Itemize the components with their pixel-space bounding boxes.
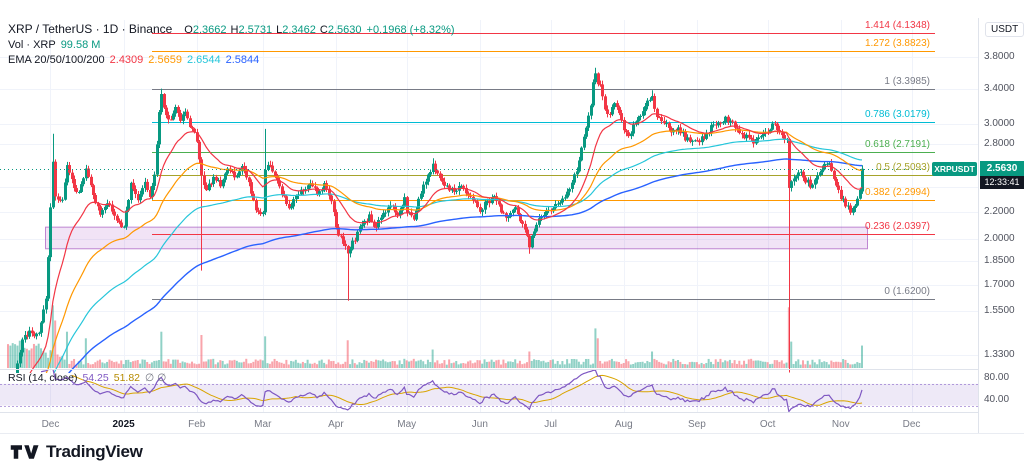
ohlc-value: 2.5731 [238,24,273,36]
volume-value: 99.58 M [60,39,101,51]
chart-bottom-divider [0,433,1024,434]
volume-indicator-label[interactable]: Vol · XRP [8,39,56,51]
fib-level-label[interactable]: 0.236 (2.0397) [864,220,930,232]
ohlc-letter: O [184,24,193,36]
rsi-indicator-label[interactable]: RSI (14, close) [8,372,78,384]
fib-level-label[interactable]: 1.414 (4.1348) [864,20,930,32]
price-axis[interactable]: USDT 3.80003.40003.00002.80002.40002.200… [978,18,1024,434]
fib-level-label[interactable]: 1.272 (3.8823) [864,37,930,49]
last-price-badge: 2.5630 [980,160,1024,176]
ohlc-value: 2.5630 [327,24,362,36]
ema-value: 2.5844 [225,54,260,66]
tradingview-logo-icon[interactable] [10,442,40,462]
price-tick: 3.0000 [984,118,1015,130]
price-tick: 2.8000 [984,137,1015,149]
rsi-empty-markers: ∅ ∅ [145,372,167,384]
ohlc-values: O2.3662 H2.5731 L2.3462 C2.5630 [180,20,361,37]
fib-level-label[interactable]: 0 (1.6200) [884,285,930,297]
ohlc-letter: C [319,24,328,36]
ema-indicator-label[interactable]: EMA 20/50/100/200 [8,54,105,66]
price-chart-canvas[interactable] [0,0,978,434]
fib-level-label[interactable]: 0.786 (3.0179) [864,109,930,121]
fib-level-label[interactable]: 0.5 (2.5093) [876,161,930,173]
fib-level-label[interactable]: 0.382 (2.2994) [864,186,930,198]
fib-level-label[interactable]: 0.618 (2.7191) [864,139,930,150]
chart-legend: XRP / TetherUS · 1D · Binance O2.3662 H2.5… [8,21,455,66]
price-tick: 1.7000 [984,279,1015,291]
bar-countdown-badge: 12:33:41 [980,175,1024,189]
price-tick: 1.5500 [984,305,1015,317]
price-tick: 1.3300 [984,348,1015,360]
rsi-value: 54.25 [82,372,109,384]
symbol-price-label: XRPUSDT [932,161,977,176]
rsi-scale-tick: 80.00 [984,372,1010,384]
ema-value: 2.5659 [148,54,182,66]
ema-value: 2.4309 [109,54,144,66]
ohlc-value: 2.3462 [282,24,316,36]
ema-value: 2.6544 [186,54,221,66]
price-tick: 2.2000 [984,206,1015,218]
symbol-title[interactable]: XRP / TetherUS · 1D · Binance [8,22,173,36]
price-tick: 3.4000 [984,82,1015,94]
tradingview-logo-text[interactable]: TradingView [46,442,143,461]
ohlc-value: 2.3662 [192,24,227,36]
price-tick: 2.0000 [984,233,1015,245]
price-change: +0.1968 (+8.32%) [366,24,455,36]
currency-label[interactable]: USDT [985,22,1024,37]
ohlc-letter: H [230,24,239,36]
price-tick: 3.8000 [984,51,1015,63]
footer: TradingView [10,442,143,462]
rsi-scale-tick: 40.00 [984,394,1010,406]
rsi-legend: RSI (14, close) 54.25 51.82 ∅ ∅ [8,372,166,384]
price-tick: 1.8500 [984,255,1015,267]
fib-level-label[interactable]: 1 (3.3985) [884,75,930,87]
ema-values: 2.4309 2.5659 2.6544 2.5844 [105,50,260,67]
rsi-ma-value: 51.82 [113,372,141,384]
ohlc-letter: L [276,24,283,36]
